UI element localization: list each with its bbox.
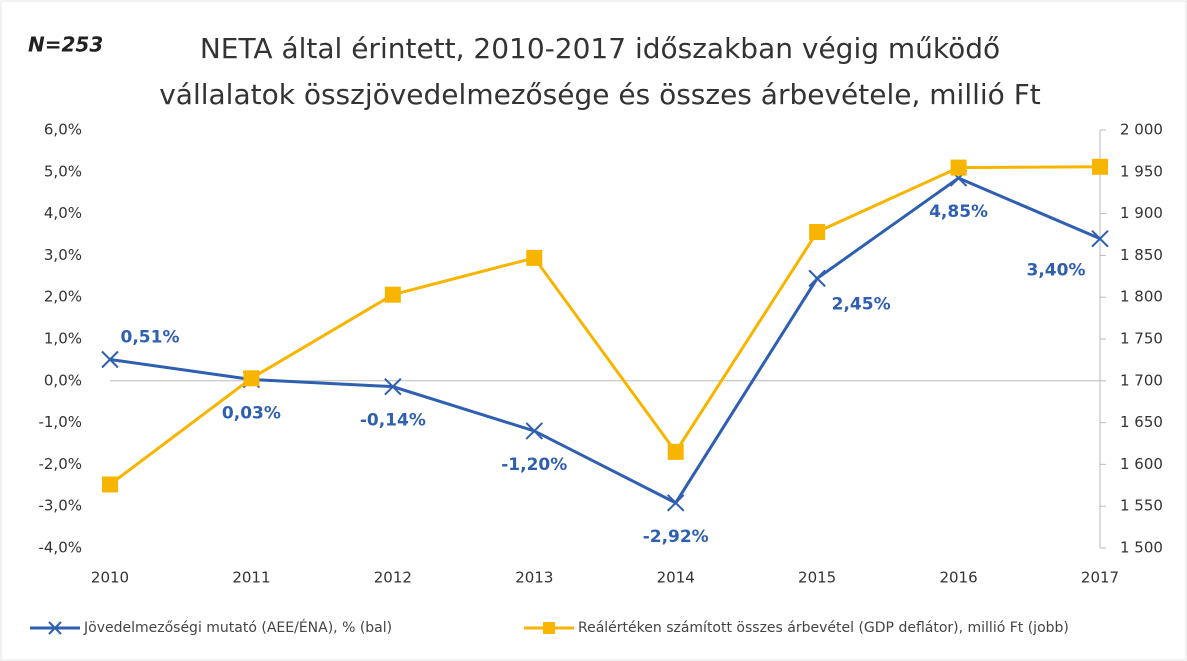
point (526, 249, 543, 266)
x-tick-label: 2011 (232, 569, 270, 587)
y-tick-label: 2,0% (44, 288, 82, 306)
x-tick-label: 2016 (939, 569, 977, 587)
y-tick-label: 3,0% (44, 246, 82, 264)
y2-tick-label: 1 950 (1120, 162, 1163, 180)
point (1092, 158, 1108, 175)
series-line (109, 165, 1101, 486)
point (1091, 229, 1109, 248)
point (384, 286, 401, 303)
y-tick-label: 0,0% (44, 371, 82, 389)
x-tick-label: 2015 (798, 569, 836, 587)
x-tick-label: 2012 (374, 569, 412, 587)
y-tick-label: 5,0% (44, 162, 82, 180)
y2-tick-label: 1 650 (1120, 413, 1163, 431)
chart-title: NETA által érintett, 2010-2017 időszakba… (200, 32, 1000, 65)
y2-tick-label: 1 600 (1120, 455, 1163, 473)
legend-marker (48, 621, 62, 635)
value-label: 2,45% (832, 294, 891, 314)
y-tick-label: 6,0% (44, 121, 82, 139)
point (667, 443, 684, 460)
y-tick-label: -2,0% (38, 455, 82, 473)
y2-tick-label: 2 000 (1120, 121, 1163, 139)
point (950, 159, 967, 176)
y2-tick-label: 1 500 (1120, 539, 1163, 557)
y2-tick-label: 1 900 (1120, 204, 1163, 222)
point (809, 223, 826, 240)
point (243, 370, 260, 387)
value-label: 4,85% (929, 202, 988, 222)
point (101, 350, 119, 369)
point (384, 377, 402, 396)
point (525, 422, 543, 440)
y-tick-label: -4,0% (38, 539, 82, 557)
series-line (109, 176, 1101, 505)
y2-tick-label: 1 850 (1120, 246, 1163, 264)
value-label: 0,03% (222, 404, 281, 424)
annotation: N=253 (28, 33, 103, 57)
x-tick-label: 2014 (657, 569, 695, 587)
y2-tick-label: 1 750 (1120, 330, 1163, 348)
point (667, 494, 685, 512)
value-label: 0,51% (121, 327, 180, 347)
legend-marker (543, 622, 555, 634)
y2-tick-label: 1 800 (1120, 288, 1163, 306)
value-label: 3,40% (1027, 261, 1086, 281)
y-tick-label: 1,0% (44, 330, 82, 348)
y2-tick-label: 1 700 (1120, 371, 1163, 389)
value-label: -0,14% (360, 411, 426, 431)
legend-label: Reálértéken számított összes árbevétel (… (578, 620, 1069, 636)
x-tick-label: 2017 (1081, 569, 1119, 587)
point (102, 476, 118, 493)
value-label: -1,20% (501, 455, 567, 475)
y-tick-label: -1,0% (38, 413, 82, 431)
x-tick-label: 2013 (515, 569, 553, 587)
chart-title: vállalatok összjövedelmezősége és összes… (159, 78, 1041, 111)
y-tick-label: -3,0% (38, 497, 82, 515)
value-label: -2,92% (643, 527, 709, 547)
x-tick-label: 2010 (91, 569, 129, 587)
legend-label: Jövedelmezőségi mutató (AEE/ÉNA), % (bal… (83, 619, 392, 636)
y-tick-label: 4,0% (44, 204, 82, 222)
y2-tick-label: 1 550 (1120, 497, 1163, 515)
point (808, 269, 826, 288)
